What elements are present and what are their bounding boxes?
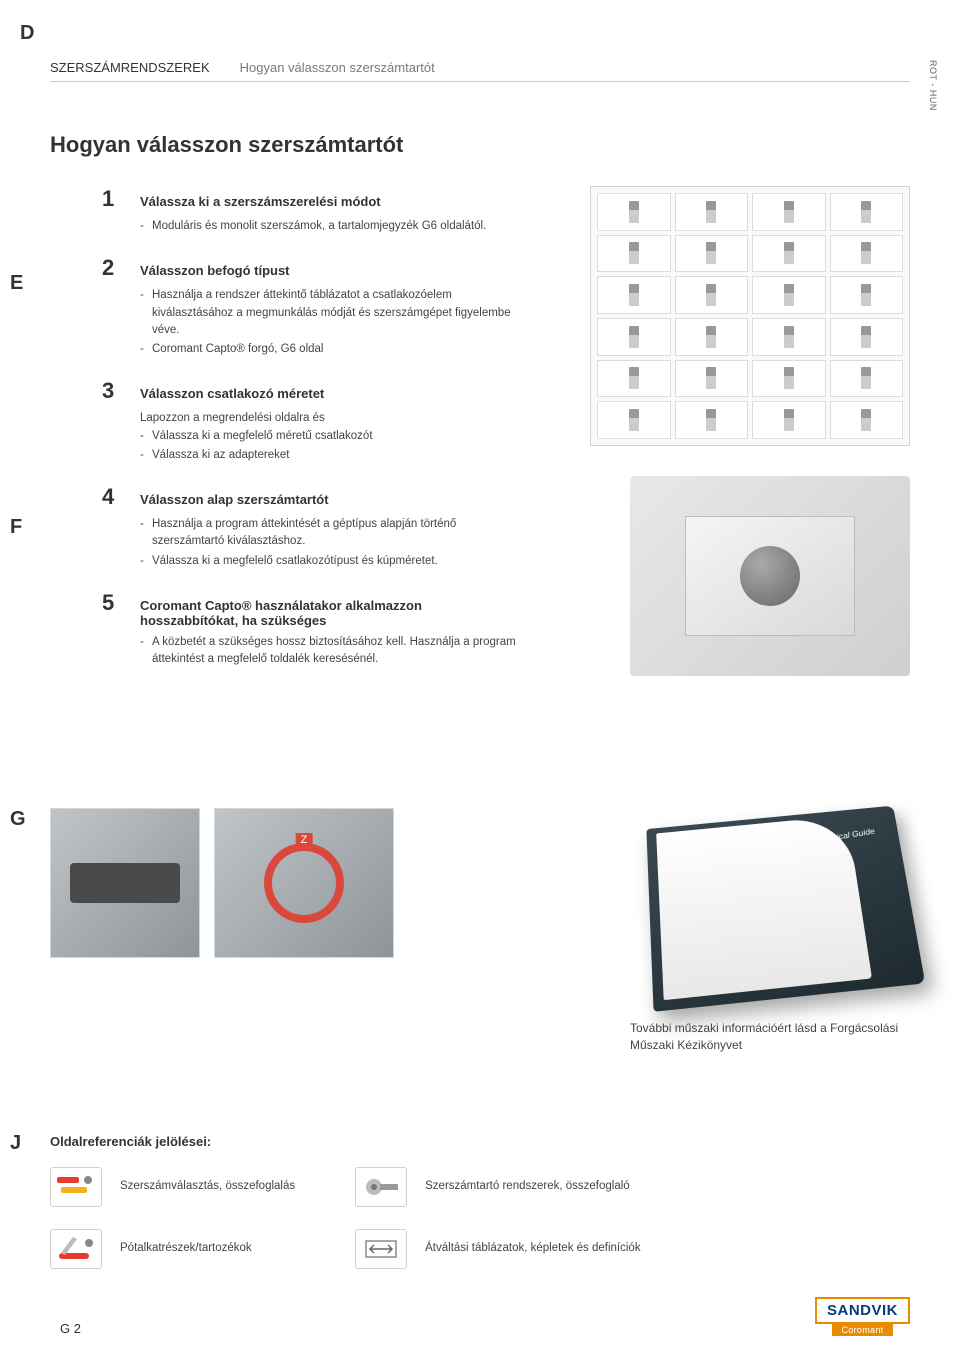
section-letter-d: D: [20, 22, 34, 45]
step-4: 4 Válasszon alap szerszámtartót Használj…: [102, 484, 522, 570]
side-label: ROT - HUN: [928, 60, 938, 111]
brand-name: SANDVIK: [815, 1297, 910, 1324]
spare-parts-icon: [50, 1229, 102, 1269]
step-2-line-1: Használja a rendszer áttekintő táblázato…: [140, 287, 522, 339]
step-1-number: 1: [102, 186, 120, 212]
step-2-title: Válasszon befogó típust: [140, 263, 290, 278]
step-3-intro: Lapozzon a megrendelési oldalra és: [140, 410, 522, 427]
step-4-line-2: Válassza ki a megfelelő csatlakozótípust…: [140, 553, 522, 570]
rotary-table-image: [630, 476, 910, 676]
step-4-line-1: Használja a program áttekintését a géptí…: [140, 516, 522, 551]
photo-1: [50, 808, 200, 958]
tech-sheet-thumbnail: [590, 186, 910, 446]
ref-col-1: Szerszámválasztás, összefoglalás Pótalka…: [50, 1167, 295, 1269]
photo-row: Technical Guide További műszaki informác…: [50, 808, 910, 1054]
step-1-line-1: Moduláris és monolit szerszámok, a tarta…: [140, 218, 522, 235]
tool-selection-icon: [50, 1167, 102, 1207]
section-letter-j: J: [10, 1132, 21, 1155]
step-4-number: 4: [102, 484, 120, 510]
step-2-number: 2: [102, 255, 120, 281]
brand-logo: SANDVIK Coromant: [815, 1297, 910, 1336]
step-3-title: Válasszon csatlakozó méretet: [140, 386, 324, 401]
more-info-text: További műszaki információért lásd a For…: [630, 1020, 910, 1054]
book-area: Technical Guide További műszaki informác…: [630, 808, 910, 1054]
book-image: Technical Guide: [646, 806, 925, 1012]
page-number: G 2: [60, 1321, 81, 1336]
tool-holder-system-icon: [355, 1167, 407, 1207]
step-1: 1 Válassza ki a szerszámszerelési módot …: [102, 186, 522, 235]
step-3: 3 Válasszon csatlakozó méretet Lapozzon …: [102, 378, 522, 464]
page: D ROT - HUN SZERSZÁMRENDSZEREK Hogyan vá…: [0, 0, 960, 1358]
step-3-line-2: Válassza ki az adaptereket: [140, 447, 522, 464]
tech-sheet-grid: [597, 193, 903, 439]
ref-item-1-text: Szerszámválasztás, összefoglalás: [120, 1179, 295, 1195]
j-section: J Oldalreferenciák jelölései: Szerszámvá…: [50, 1134, 910, 1269]
step-2: 2 Válasszon befogó típust Használja a re…: [102, 255, 522, 358]
conversion-tables-icon: [355, 1229, 407, 1269]
ref-item-2-text: Pótalkatrészek/tartozékok: [120, 1241, 252, 1257]
ref-title: Oldalreferenciák jelölései:: [50, 1134, 910, 1149]
step-3-number: 3: [102, 378, 120, 404]
ref-item-2: Pótalkatrészek/tartozékok: [50, 1229, 295, 1269]
left-margin: E F: [50, 186, 72, 688]
steps-column: 1 Válassza ki a szerszámszerelési módot …: [102, 186, 522, 688]
ref-col-2: Szerszámtartó rendszerek, összefoglaló Á…: [355, 1167, 640, 1269]
brand-sub: Coromant: [832, 1324, 894, 1336]
header-right: Hogyan válasszon szerszámtartót: [240, 60, 435, 75]
footer: G 2 SANDVIK Coromant: [60, 1297, 910, 1336]
right-column: [552, 186, 910, 688]
ref-item-1: Szerszámválasztás, összefoglalás: [50, 1167, 295, 1207]
ref-item-4-text: Átváltási táblázatok, képletek és definí…: [425, 1241, 640, 1257]
step-4-title: Válasszon alap szerszámtartót: [140, 492, 329, 507]
header-left: SZERSZÁMRENDSZEREK: [50, 60, 210, 75]
photo-2: [214, 808, 394, 958]
step-5-title: Coromant Capto® használatakor alkalmazzo…: [140, 598, 522, 628]
ref-item-4: Átváltási táblázatok, képletek és definí…: [355, 1229, 640, 1269]
ref-grid: Szerszámválasztás, összefoglalás Pótalka…: [50, 1167, 910, 1269]
step-5-line-1: A közbetét a szükséges hossz biztosításá…: [140, 634, 522, 669]
section-letter-e: E: [10, 272, 23, 295]
lower-section: G Technical Guide További műszaki inform…: [50, 808, 910, 1054]
content-row: E F 1 Válassza ki a szerszámszerelési mó…: [50, 186, 910, 688]
step-5-number: 5: [102, 590, 120, 616]
step-3-line-1: Válassza ki a megfelelő méretű csatlakoz…: [140, 428, 522, 445]
step-5: 5 Coromant Capto® használatakor alkalmaz…: [102, 590, 522, 669]
section-letter-g: G: [10, 808, 26, 831]
section-letter-f: F: [10, 516, 22, 539]
main-title: Hogyan válasszon szerszámtartót: [50, 132, 910, 158]
step-1-title: Válassza ki a szerszámszerelési módot: [140, 194, 381, 209]
ref-item-3: Szerszámtartó rendszerek, összefoglaló: [355, 1167, 640, 1207]
step-2-line-2: Coromant Capto® forgó, G6 oldal: [140, 341, 522, 358]
ref-item-3-text: Szerszámtartó rendszerek, összefoglaló: [425, 1179, 630, 1195]
header-row: SZERSZÁMRENDSZEREK Hogyan válasszon szer…: [50, 60, 910, 82]
